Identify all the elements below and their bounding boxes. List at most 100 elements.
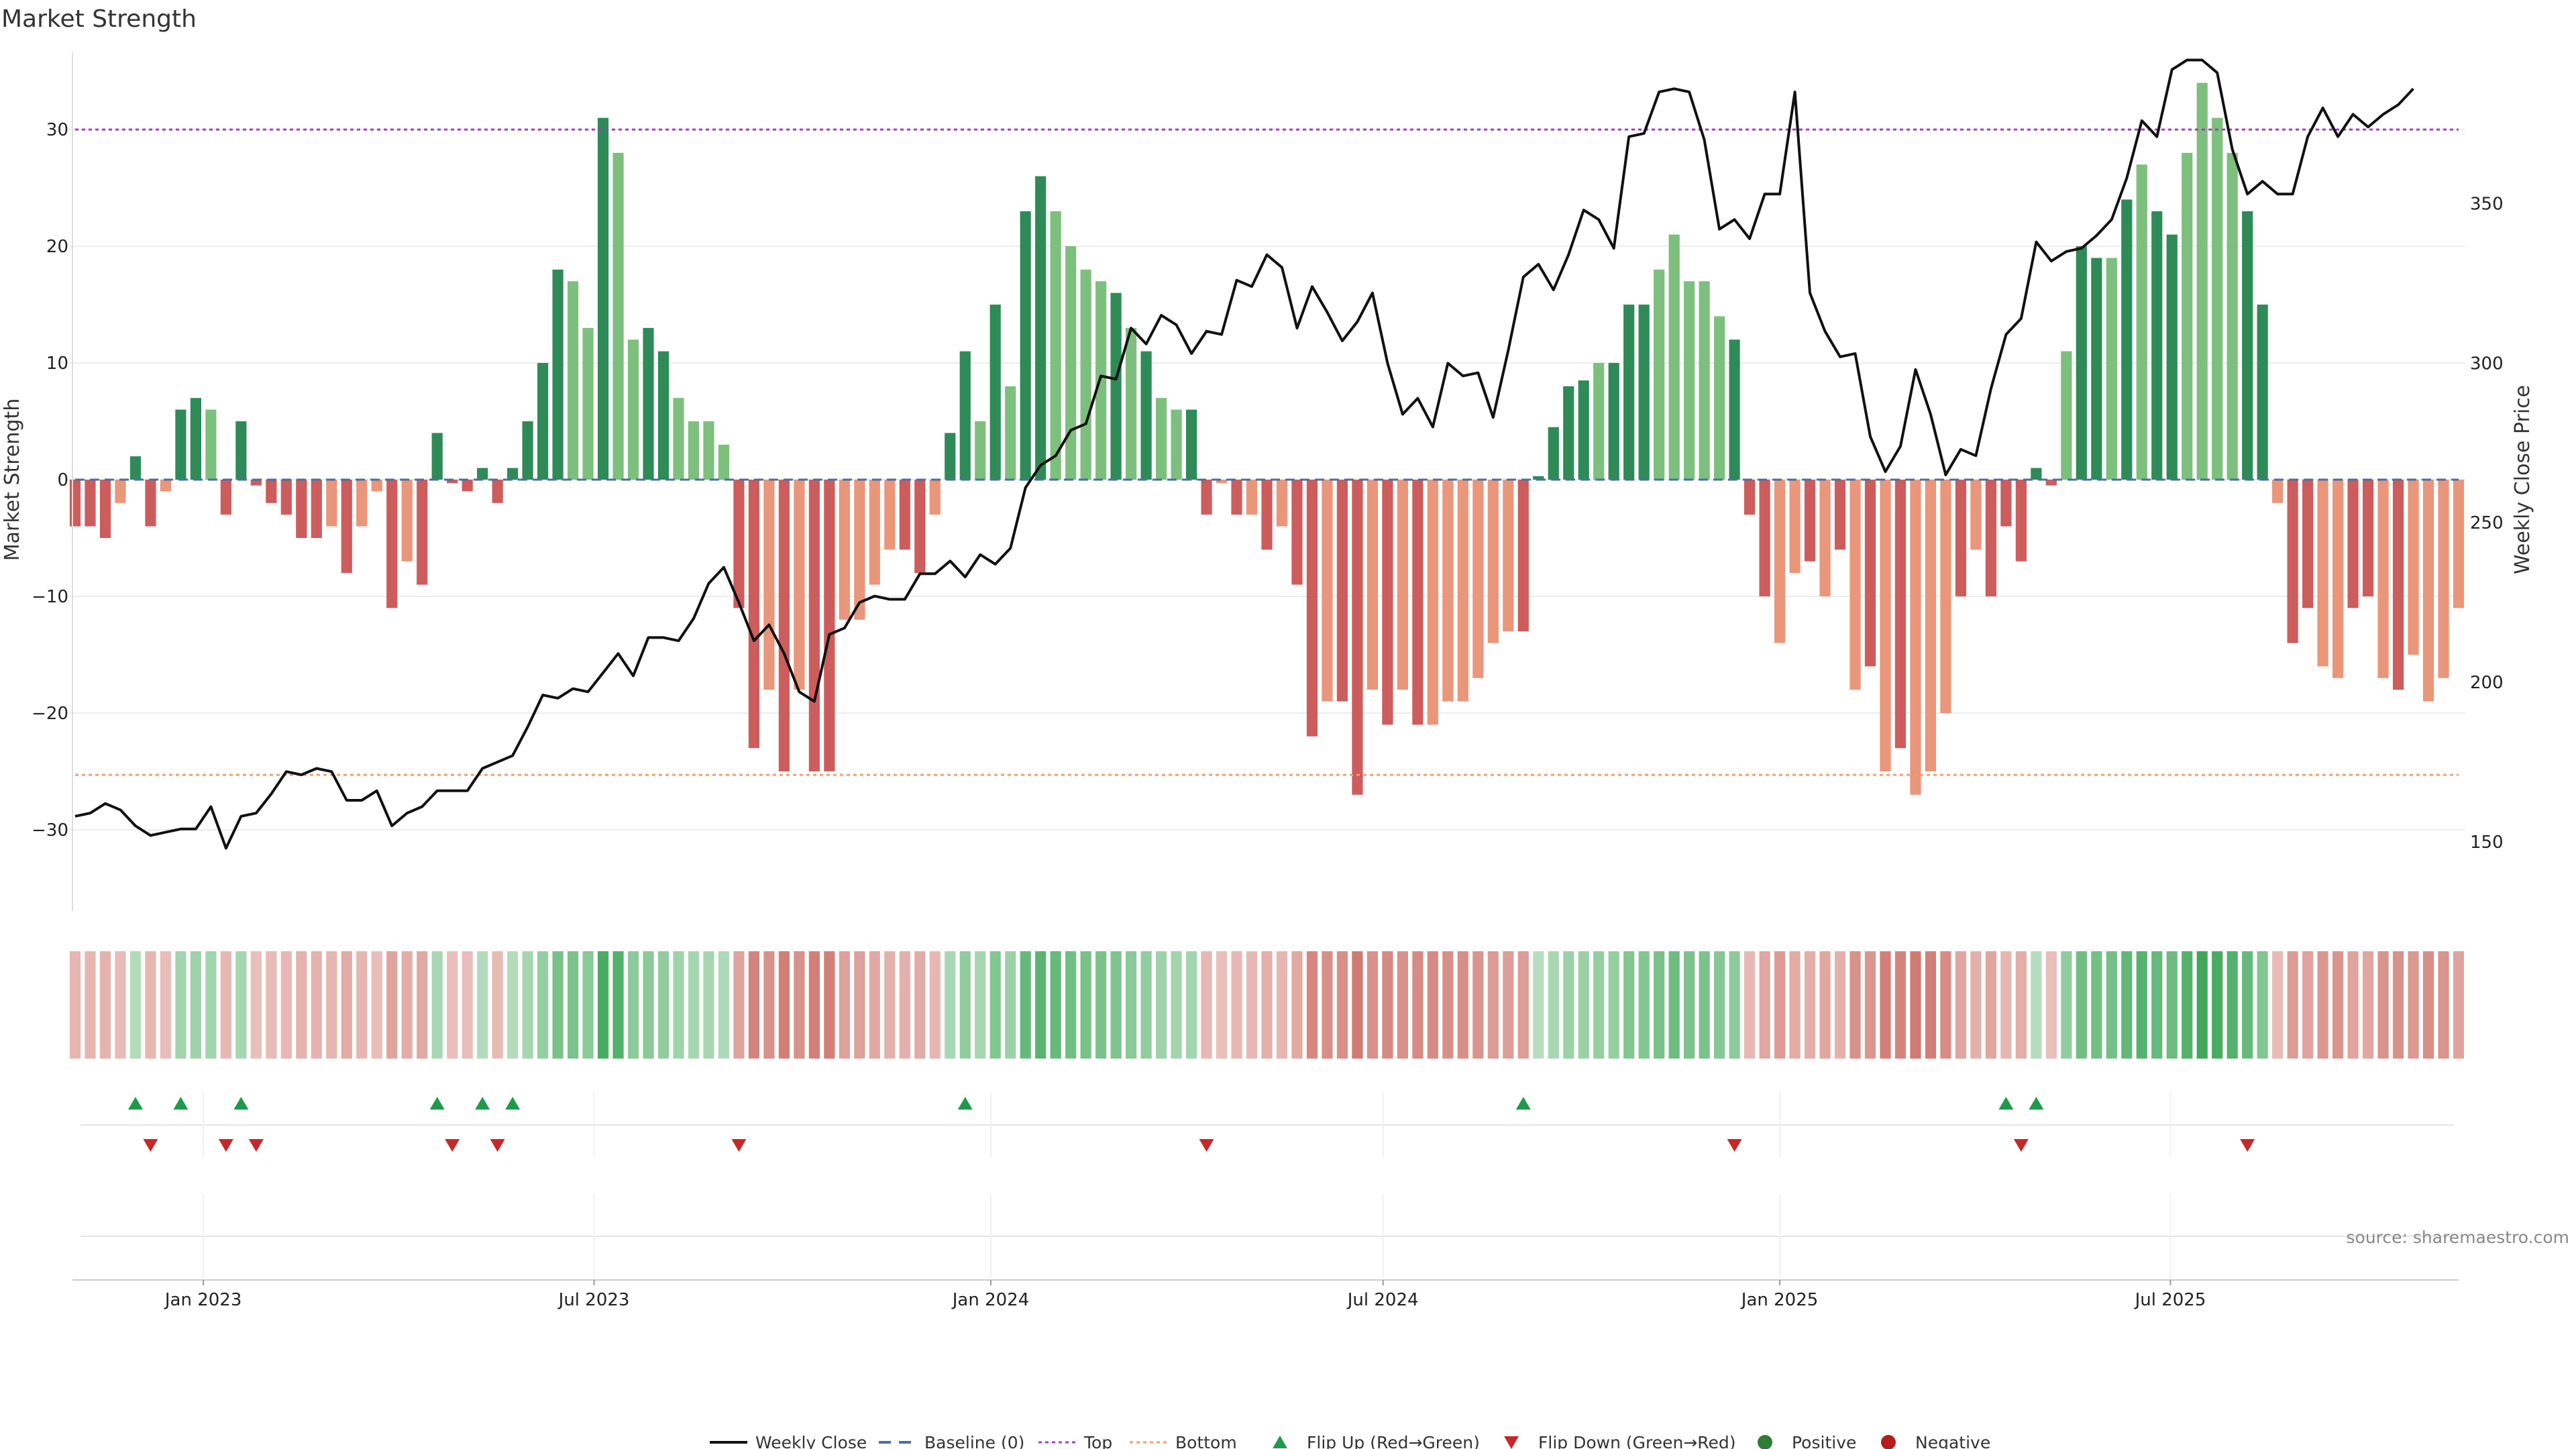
heat-tile — [733, 951, 745, 1059]
bar-negative — [929, 480, 941, 515]
heat-tile — [1623, 951, 1635, 1059]
heat-tile — [643, 951, 654, 1059]
heat-tile — [1442, 951, 1454, 1059]
bar-positive — [1050, 211, 1061, 480]
heat-tile — [1336, 951, 1348, 1059]
heat-tile — [869, 951, 880, 1059]
bar-negative — [2332, 480, 2344, 678]
left-tick-label: 30 — [46, 120, 68, 140]
legend-label: Bottom — [1175, 1433, 1237, 1449]
bar-negative — [356, 480, 368, 527]
bar-negative — [1457, 480, 1468, 702]
heat-tile — [447, 951, 458, 1059]
heat-tile — [1548, 951, 1559, 1059]
bar-positive — [1608, 363, 1619, 480]
flip-down-marker — [2013, 1139, 2029, 1152]
bar-negative — [1970, 480, 1982, 550]
heat-tile — [190, 951, 201, 1059]
left-tick-label: 10 — [46, 354, 68, 374]
heat-tile — [1789, 951, 1801, 1059]
heat-tile — [914, 951, 926, 1059]
bar-negative — [2347, 480, 2359, 608]
heat-tile — [2226, 951, 2238, 1059]
heat-tile — [85, 951, 96, 1059]
heat-tile — [1714, 951, 1725, 1059]
heat-tile — [2332, 951, 2344, 1059]
heat-tile — [1110, 951, 1122, 1059]
bar-negative — [2392, 480, 2404, 690]
bar-positive — [552, 269, 564, 480]
heat-tile — [1171, 951, 1182, 1059]
heat-tile — [1080, 951, 1091, 1059]
bar-negative — [1397, 480, 1408, 690]
heat-tile — [1593, 951, 1605, 1059]
bar-negative — [1487, 480, 1499, 643]
heat-tile — [2091, 951, 2102, 1059]
heat-tile — [1397, 951, 1408, 1059]
heat-tile — [1352, 951, 1363, 1059]
right-tick-label: 300 — [2470, 354, 2504, 374]
bar-negative — [884, 480, 896, 550]
bar-positive — [190, 398, 201, 480]
bar-negative — [1804, 480, 1816, 561]
heat-tile — [1940, 951, 1951, 1059]
heat-tile — [2438, 951, 2449, 1059]
bar-positive — [431, 433, 443, 480]
bar-positive — [1020, 211, 1031, 480]
heat-tile — [1699, 951, 1710, 1059]
legend: Weekly Close Baseline (0) Top Bottom Flip Up… — [710, 1433, 1990, 1449]
bar-positive — [2091, 258, 2102, 480]
heat-tile — [627, 951, 639, 1059]
heat-tile — [1985, 951, 1996, 1059]
heat-tile — [989, 951, 1001, 1059]
heat-tile — [1231, 951, 1242, 1059]
heat-tile — [522, 951, 533, 1059]
heat-tile — [492, 951, 503, 1059]
bar-negative — [160, 480, 172, 492]
right-tick-label: 150 — [2470, 833, 2504, 853]
bar-negative — [1246, 480, 1258, 515]
heat-tile — [145, 951, 156, 1059]
bar-positive — [1684, 281, 1695, 480]
bar-negative — [2408, 480, 2419, 655]
bar-negative — [1517, 480, 1529, 632]
bar-positive — [1533, 476, 1544, 480]
heat-tile — [1035, 951, 1046, 1059]
bar-positive — [507, 468, 519, 480]
heat-tile — [1910, 951, 1921, 1059]
heat-tile — [1864, 951, 1876, 1059]
heat-tile — [1774, 951, 1786, 1059]
heat-tile — [2242, 951, 2253, 1059]
bar-negative — [1412, 480, 1424, 725]
bar-negative — [899, 480, 910, 550]
heat-tile — [129, 951, 142, 1059]
left-tick-label: −30 — [32, 820, 68, 841]
bar-positive — [235, 421, 247, 480]
bar-positive — [2257, 305, 2268, 480]
heat-tile — [703, 951, 714, 1059]
heat-tile — [2453, 951, 2465, 1059]
heat-tile — [1201, 951, 1212, 1059]
heat-tile — [567, 951, 579, 1059]
heat-tile — [1487, 951, 1499, 1059]
legend-label: Positive — [1792, 1433, 1856, 1449]
bar-positive — [175, 409, 186, 480]
bar-positive — [537, 363, 549, 480]
bar-positive — [2212, 117, 2223, 480]
heat-tile — [326, 951, 337, 1059]
heat-tile — [2272, 951, 2284, 1059]
bar-negative — [2317, 480, 2328, 667]
heat-strip — [69, 951, 2465, 1059]
heat-tile — [1366, 951, 1379, 1059]
bar-positive — [1563, 386, 1574, 480]
heat-tile — [839, 951, 850, 1059]
bar-negative — [1336, 480, 1348, 702]
bar-negative — [2453, 480, 2465, 608]
heat-tile — [2136, 951, 2147, 1059]
bar-negative — [1382, 480, 1393, 725]
legend-positive-swatch — [1758, 1435, 1772, 1449]
bar-negative — [311, 480, 322, 538]
heat-tile — [612, 951, 624, 1059]
bar-negative — [2287, 480, 2298, 643]
axes: −30 −20 −10 0 10 20 30 150 200 250 300 350 Market St… — [1, 52, 2534, 911]
